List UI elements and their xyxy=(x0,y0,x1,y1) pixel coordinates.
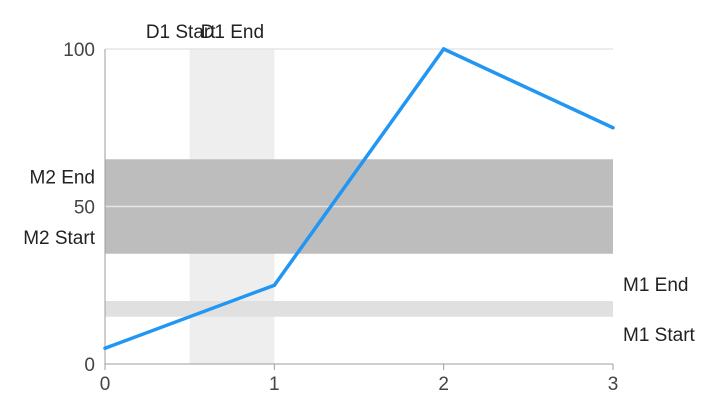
series-layer xyxy=(103,46,615,350)
axes: 0 50 100 0 1 2 3 xyxy=(63,40,618,395)
x-tick-label: 1 xyxy=(269,374,280,395)
gridlines xyxy=(105,48,613,208)
y-tick-label: 50 xyxy=(74,198,95,219)
x-tick-label: 3 xyxy=(608,374,619,395)
horizontal-range-end-label: M1 End xyxy=(623,275,688,296)
x-tick-label: 2 xyxy=(438,374,449,395)
x-tick-label: 0 xyxy=(100,374,111,395)
data-point xyxy=(441,47,446,51)
data-point xyxy=(272,283,277,287)
vertical-range-start-label: D1 Start xyxy=(146,22,216,43)
horizontal-range-start-label: M2 Start xyxy=(23,228,96,249)
y-tick-label: 0 xyxy=(84,355,95,376)
series-line xyxy=(104,46,614,350)
data-point xyxy=(611,126,615,130)
horizontal-range-band xyxy=(105,301,613,317)
horizontal-range-layer xyxy=(105,159,613,317)
y-tick-label: 100 xyxy=(63,40,95,61)
vertical-range-end-label: D1 End xyxy=(201,22,264,43)
horizontal-range-start-label: M1 Start xyxy=(623,325,696,346)
horizontal-range-end-label: M2 End xyxy=(30,167,95,188)
data-point xyxy=(103,346,107,350)
